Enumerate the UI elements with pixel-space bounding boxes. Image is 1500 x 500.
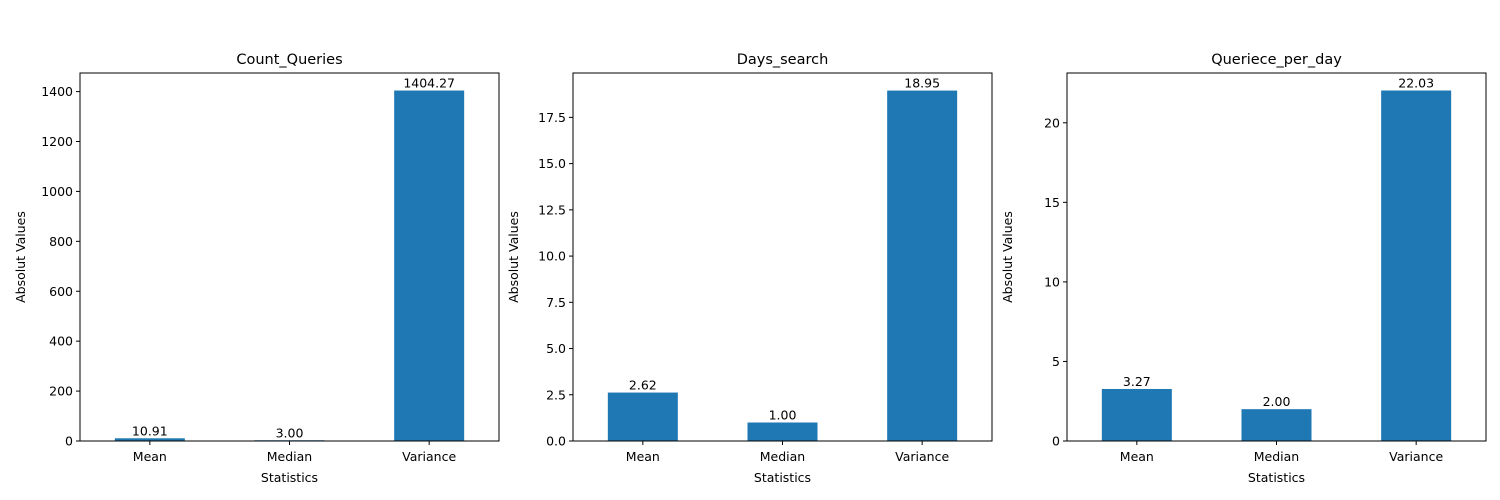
y-tick-label: 5.0 (546, 341, 566, 356)
y-tick-label: 15 (1044, 195, 1060, 210)
x-tick-label: Variance (895, 449, 949, 464)
chart-title: Count_Queries (236, 52, 342, 68)
y-axis-label: Absolut Values (506, 211, 521, 303)
y-tick-label: 20 (1044, 115, 1060, 130)
data-label-mean: 3.27 (1123, 374, 1151, 389)
y-tick-label: 17.5 (538, 110, 566, 125)
data-label-variance: 1404.27 (403, 76, 455, 91)
data-label-variance: 22.03 (1398, 76, 1434, 91)
bar-variance (394, 90, 465, 441)
y-tick-label: 2.5 (546, 387, 566, 402)
data-label-median: 1.00 (769, 408, 797, 423)
chart-panel-2: 3.27 Mean 2.00 Median 22.03 Variance 0 5 10 15 20 Q… (1000, 52, 1487, 485)
y-tick-label: 15.0 (538, 156, 566, 171)
chart-title: Days_search (737, 52, 829, 68)
y-tick-label: 5 (1052, 354, 1060, 369)
y-tick-label: 12.5 (538, 202, 566, 217)
y-tick-label: 0 (1052, 434, 1060, 449)
bar-mean (607, 392, 678, 441)
y-tick-label: 1400 (41, 84, 73, 99)
plot-frame (79, 72, 500, 442)
chart-title: Queriece_per_day (1211, 52, 1342, 68)
y-tick-label: 10.0 (538, 249, 566, 264)
y-tick-label: 0 (65, 434, 73, 449)
bar-variance (1381, 90, 1452, 441)
x-tick-label: Mean (626, 449, 660, 464)
data-label-mean: 10.91 (132, 423, 168, 438)
y-axis-label: Absolut Values (13, 211, 28, 303)
bar-variance (887, 90, 958, 441)
y-tick-label: 10 (1044, 274, 1060, 289)
x-tick-label: Median (1254, 449, 1299, 464)
data-label-variance: 18.95 (904, 76, 940, 91)
y-tick-label: 1000 (41, 184, 73, 199)
y-tick-label: 400 (49, 334, 73, 349)
x-tick-label: Median (760, 449, 805, 464)
x-tick-label: Mean (133, 449, 167, 464)
chart-panel-1: 2.62 Mean 1.00 Median 18.95 Variance 0.0 2.5 5.0… (506, 52, 993, 485)
plot-frame (572, 72, 993, 442)
x-tick-label: Variance (402, 449, 456, 464)
x-axis-label: Statistics (754, 470, 811, 485)
bar-median (1241, 409, 1312, 441)
y-tick-label: 600 (49, 284, 73, 299)
bar-mean (1101, 388, 1172, 441)
data-label-mean: 2.62 (629, 378, 657, 393)
bar-median (747, 422, 818, 441)
y-tick-label: 0.0 (546, 434, 566, 449)
bar-mean (114, 438, 185, 441)
x-axis-label: Statistics (1248, 470, 1305, 485)
chart-panel-0: 10.91 Mean 3.00 Median 1404.27 Variance 0 200 40… (13, 52, 500, 485)
x-tick-label: Mean (1120, 449, 1154, 464)
x-tick-label: Variance (1389, 449, 1443, 464)
y-tick-label: 1200 (41, 134, 73, 149)
y-tick-label: 800 (49, 234, 73, 249)
x-axis-label: Statistics (261, 470, 318, 485)
y-tick-label: 7.5 (546, 295, 566, 310)
y-axis-label: Absolut Values (1000, 211, 1015, 303)
data-label-median: 2.00 (1263, 394, 1291, 409)
x-tick-label: Median (267, 449, 312, 464)
plot-frame (1066, 72, 1487, 442)
data-label-median: 3.00 (276, 425, 304, 440)
y-tick-label: 200 (49, 384, 73, 399)
